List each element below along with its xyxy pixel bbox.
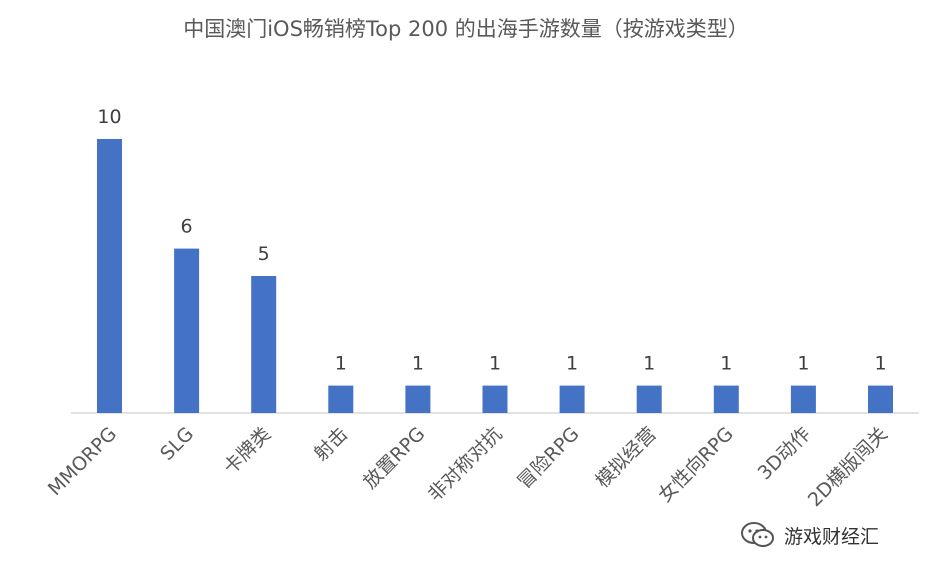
bar [559,385,585,413]
data-label: 1 [874,353,886,375]
chart-title: 中国澳门iOS畅销榜Top 200 的出海手游数量（按游戏类型） [183,17,749,41]
x-tick-label: 卡牌类 [219,423,275,479]
data-label: 1 [720,353,732,375]
bar [328,385,354,413]
x-tick-label: SLG [156,423,198,465]
x-tick-label: 非对称对抗 [424,423,507,506]
watermark-text: 游戏财经汇 [784,525,880,548]
bar [790,385,816,413]
data-label: 1 [489,353,501,375]
bar [405,385,431,413]
data-label: 1 [412,353,424,375]
bar [636,385,662,413]
data-label: 1 [566,353,578,375]
data-label: 6 [181,216,193,238]
x-tick-label: 女性向RPG [654,423,738,507]
x-tick-label: 射击 [310,423,352,465]
x-tick-label: MMORPG [44,423,121,500]
data-label: 1 [797,353,809,375]
data-label: 1 [643,353,655,375]
data-label: 5 [258,243,270,265]
bar [174,248,200,413]
watermark: 游戏财经汇 [740,518,879,552]
data-label: 1 [335,353,347,375]
bars-group [97,139,893,413]
x-tick-label: 3D动作 [754,423,815,484]
x-tick-label: 冒险RPG [513,423,583,493]
wechat-icon [741,522,774,547]
bar [251,276,277,413]
data-label: 10 [97,106,121,128]
x-tick-label: 2D横版闯关 [804,423,892,511]
bar [97,139,122,413]
bar [482,385,508,413]
x-tick-label: 放置RPG [359,423,429,493]
bar [868,385,893,413]
data-labels-group: 10 6 5 1 1 1 1 1 1 1 1 [97,106,886,375]
bar [713,385,739,413]
x-tick-label: 模拟经营 [591,423,660,492]
